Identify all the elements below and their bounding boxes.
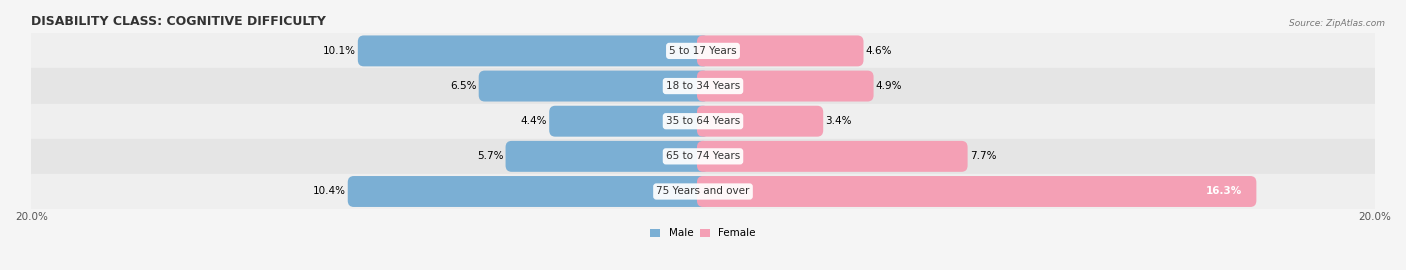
Text: 5 to 17 Years: 5 to 17 Years [669,46,737,56]
Bar [31,33,1375,69]
Text: 18 to 34 Years: 18 to 34 Years [666,81,740,91]
Text: 65 to 74 Years: 65 to 74 Years [666,151,740,161]
FancyBboxPatch shape [697,106,823,137]
Bar [31,104,1375,139]
Bar [31,139,1375,174]
FancyBboxPatch shape [697,176,1257,207]
FancyBboxPatch shape [357,35,709,66]
Legend: Male, Female: Male, Female [645,224,761,242]
Text: 3.4%: 3.4% [825,116,852,126]
Text: 7.7%: 7.7% [970,151,997,161]
FancyBboxPatch shape [697,35,863,66]
Text: 16.3%: 16.3% [1206,187,1241,197]
Text: 4.9%: 4.9% [876,81,903,91]
FancyBboxPatch shape [550,106,709,137]
Text: 10.1%: 10.1% [322,46,356,56]
FancyBboxPatch shape [697,70,873,102]
Bar [31,69,1375,104]
Text: 35 to 64 Years: 35 to 64 Years [666,116,740,126]
Text: DISABILITY CLASS: COGNITIVE DIFFICULTY: DISABILITY CLASS: COGNITIVE DIFFICULTY [31,15,326,28]
Bar [31,174,1375,209]
Text: 10.4%: 10.4% [312,187,346,197]
Text: 75 Years and over: 75 Years and over [657,187,749,197]
Text: 4.4%: 4.4% [520,116,547,126]
Text: 6.5%: 6.5% [450,81,477,91]
FancyBboxPatch shape [506,141,709,172]
Text: 5.7%: 5.7% [477,151,503,161]
Text: 4.6%: 4.6% [866,46,893,56]
Text: Source: ZipAtlas.com: Source: ZipAtlas.com [1289,19,1385,28]
FancyBboxPatch shape [478,70,709,102]
FancyBboxPatch shape [347,176,709,207]
FancyBboxPatch shape [697,141,967,172]
